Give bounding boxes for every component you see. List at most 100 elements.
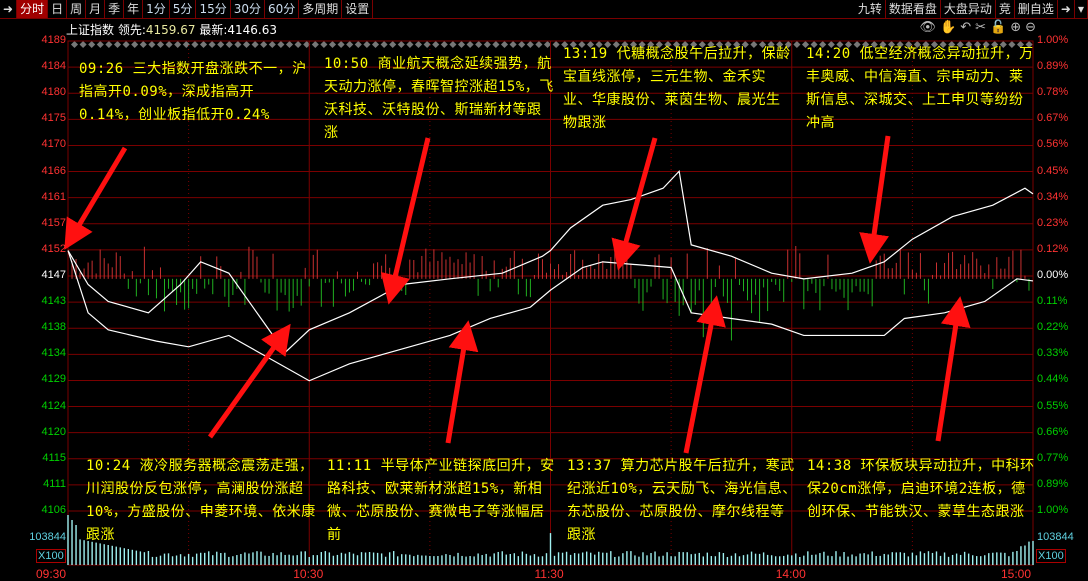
marker-diamond — [363, 40, 371, 49]
collapse-icon[interactable]: ➜ — [0, 0, 18, 18]
marker-diamond — [870, 40, 878, 49]
y-left-label: 4180 — [41, 86, 66, 99]
right-tool-1[interactable]: 数据看盘 — [886, 0, 941, 18]
scissors-icon[interactable]: ✂ — [975, 20, 986, 35]
right-tool-2[interactable]: 大盘异动 — [941, 0, 996, 18]
y-left-label: 4175 — [41, 112, 66, 125]
news-annotation: 10:50 商业航天概念延续强势，航天动力涨停，春晖智控涨超15%，飞沃科技、沃… — [324, 56, 554, 141]
marker-diamond — [1016, 40, 1025, 49]
marker-diamond — [930, 40, 939, 49]
y-left-label: 4129 — [41, 373, 66, 386]
marker-diamond — [784, 40, 792, 49]
marker-diamond — [956, 40, 964, 49]
marker-diamond — [586, 40, 595, 49]
tab-6[interactable]: 1分 — [143, 0, 170, 18]
marker-diamond — [457, 40, 466, 49]
marker-diamond — [406, 40, 414, 49]
tab-5[interactable]: 年 — [124, 0, 144, 18]
tab-1[interactable]: 日 — [48, 0, 68, 18]
dropdown-icon[interactable]: ▾ — [1075, 0, 1088, 18]
y-left-label: 4170 — [41, 138, 66, 151]
right-tool-3[interactable]: 竞 — [996, 0, 1015, 18]
y-right-label: 0.89% — [1037, 477, 1069, 490]
marker-diamond — [191, 40, 199, 49]
marker-diamond — [526, 40, 534, 49]
marker-diamond — [156, 40, 165, 49]
marker-diamond — [122, 40, 130, 49]
marker-diamond — [285, 40, 294, 49]
tab-2[interactable]: 周 — [67, 0, 87, 18]
marker-diamond — [380, 40, 388, 49]
marker-diamond — [113, 40, 122, 49]
marker-diamond — [88, 40, 96, 49]
marker-diamond — [311, 40, 319, 49]
y-left-label: 4124 — [41, 399, 66, 412]
marker-diamond — [681, 40, 689, 49]
marker-diamond — [905, 40, 913, 49]
last-price-line — [67, 250, 1034, 382]
right-tool-4[interactable]: 删自选 — [1015, 0, 1058, 18]
eye-icon[interactable]: 👁 — [919, 20, 936, 35]
right-tool-0[interactable]: 九转 — [855, 0, 886, 18]
marker-diamond — [105, 40, 113, 49]
y-right-label: 0.34% — [1037, 190, 1069, 203]
lock-icon[interactable]: 🔓 — [990, 20, 1007, 35]
last-value: 4146.63 — [227, 23, 278, 37]
hand-icon[interactable]: ✋ — [940, 20, 957, 35]
y-left-label: 4106 — [41, 504, 66, 516]
marker-diamond — [638, 40, 646, 49]
marker-diamond — [750, 40, 758, 49]
marker-diamond — [225, 40, 233, 49]
marker-diamond — [853, 40, 861, 49]
marker-diamond — [346, 40, 354, 49]
marker-diamond — [96, 40, 104, 49]
y-right-label: 0.11% — [1037, 295, 1068, 308]
index-name: 上证指数 — [66, 23, 115, 37]
marker-diamond — [1008, 40, 1016, 49]
marker-diamond — [879, 40, 887, 49]
marker-diamond — [475, 40, 483, 49]
marker-diamond — [647, 40, 655, 49]
marker-diamond — [294, 40, 302, 49]
y-left-label: 4166 — [41, 164, 66, 177]
marker-diamond — [337, 40, 345, 49]
y-right-label: 0.45% — [1037, 164, 1069, 177]
tab-4[interactable]: 季 — [105, 0, 125, 18]
collapse-icon[interactable]: ➜ — [1058, 0, 1075, 18]
marker-diamond — [543, 40, 552, 49]
zoom-in-icon[interactable]: ⊕ — [1010, 20, 1022, 35]
lead-label: 领先: — [117, 23, 146, 37]
marker-diamond — [672, 40, 681, 49]
annotation-arrow — [380, 137, 431, 305]
marker-diamond — [79, 40, 87, 49]
tab-7[interactable]: 5分 — [170, 0, 197, 18]
tab-9[interactable]: 30分 — [231, 0, 265, 18]
y-left-label: 4189 — [41, 34, 66, 46]
y-right-label: 0.67% — [1037, 112, 1069, 125]
right-tools: 九转 数据看盘 大盘异动竞删自选 ➜ ▾ — [855, 0, 1088, 18]
tab-10[interactable]: 60分 — [265, 0, 300, 18]
tab-3[interactable]: 月 — [86, 0, 106, 18]
y-right-label: 0.44% — [1037, 373, 1069, 386]
marker-diamond — [397, 40, 405, 49]
marker-diamond — [965, 40, 973, 49]
annotation-arrow — [683, 295, 726, 454]
tab-8[interactable]: 15分 — [196, 0, 231, 18]
news-annotation: 10:24 液冷服务器概念震荡走强，川润股份反包涨停，高澜股份涨超10%，方盛股… — [86, 458, 316, 543]
y-left-label: 4161 — [41, 190, 66, 203]
marker-diamond — [844, 40, 853, 49]
marker-diamond — [535, 40, 543, 49]
x-tick-label: 14:00 — [775, 567, 806, 581]
news-annotation: 11:11 半导体产业链探底回升，安路科技、欧莱新材涨超15%，新相微、芯原股份… — [327, 458, 555, 543]
zoom-out-icon[interactable]: ⊖ — [1025, 20, 1036, 35]
volume-unit-left: X100 — [36, 549, 66, 563]
tab-11[interactable]: 多周期 — [299, 0, 343, 18]
lead-value: 4159.67 — [145, 23, 196, 37]
marker-diamond — [234, 40, 242, 49]
marker-diamond — [733, 40, 741, 49]
tab-0[interactable]: 分时 — [17, 0, 49, 18]
annotation-arrow — [859, 135, 891, 264]
tab-12[interactable]: 设置 — [342, 0, 374, 18]
undo-icon[interactable]: ↶ — [960, 20, 972, 35]
